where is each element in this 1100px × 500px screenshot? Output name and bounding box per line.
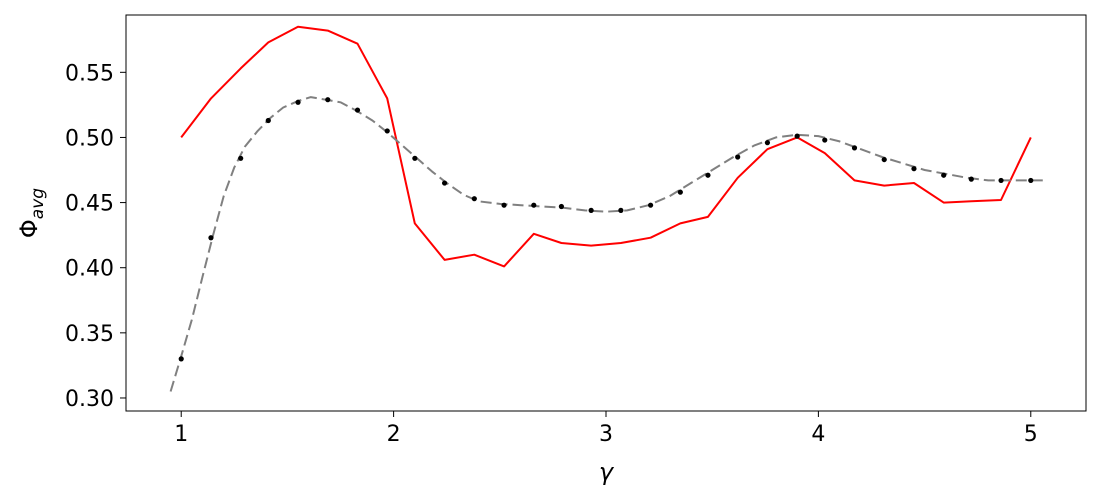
series-line-gray-dashed: [169, 96, 1046, 392]
y-axis-label-main: Φ: [15, 219, 43, 238]
y-axis-label: Φavg: [15, 188, 48, 238]
data-point-marker: [295, 99, 301, 105]
data-point-marker: [822, 137, 828, 143]
data-point-marker: [238, 155, 244, 161]
data-point-marker: [794, 133, 800, 139]
data-point-marker: [325, 97, 331, 103]
data-point-marker: [941, 172, 947, 178]
data-point-marker: [384, 128, 390, 134]
data-point-marker: [178, 356, 184, 362]
x-axis: 1 2 3 4 5: [174, 411, 1038, 447]
x-tick-label: 2: [387, 422, 401, 447]
data-point-marker: [998, 177, 1004, 184]
data-point-marker: [412, 155, 418, 161]
y-tick-label: 0.45: [65, 192, 114, 217]
data-point-marker: [677, 189, 683, 195]
data-point-marker: [471, 196, 477, 202]
y-axis: 0.30 0.35 0.40 0.45 0.50 0.55: [65, 61, 126, 412]
y-axis-label-subscript: avg: [28, 188, 48, 219]
data-point-marker: [648, 202, 654, 208]
x-tick-label: 1: [174, 422, 188, 447]
data-point-marker: [558, 203, 564, 210]
data-point-marker: [705, 172, 711, 178]
y-tick-label: 0.30: [65, 387, 114, 412]
data-point-marker: [764, 140, 771, 146]
data-point-marker: [911, 166, 917, 172]
y-tick-label: 0.55: [65, 61, 114, 86]
data-point-marker: [208, 235, 214, 241]
series-layer: [169, 25, 1046, 392]
y-tick-label: 0.35: [65, 322, 114, 347]
data-point-marker: [618, 207, 624, 213]
data-point-marker: [968, 176, 974, 182]
data-point-marker: [441, 180, 448, 186]
data-point-marker: [501, 202, 507, 208]
x-tick-label: 3: [599, 422, 613, 447]
data-point-marker: [851, 145, 858, 151]
x-axis-label: γ: [599, 458, 615, 486]
data-point-marker: [1028, 177, 1034, 184]
x-tick-label: 4: [811, 422, 825, 447]
series-line-red: [180, 25, 1032, 268]
data-point-marker: [735, 154, 741, 160]
data-point-marker: [354, 107, 361, 113]
y-tick-label: 0.40: [65, 257, 114, 282]
data-point-marker: [531, 202, 537, 208]
y-tick-label: 0.50: [65, 126, 114, 151]
x-tick-label: 5: [1024, 422, 1038, 447]
plot-area: [126, 15, 1086, 411]
data-point-marker: [588, 207, 594, 213]
data-point-marker: [881, 156, 887, 163]
data-point-marker: [265, 117, 271, 124]
